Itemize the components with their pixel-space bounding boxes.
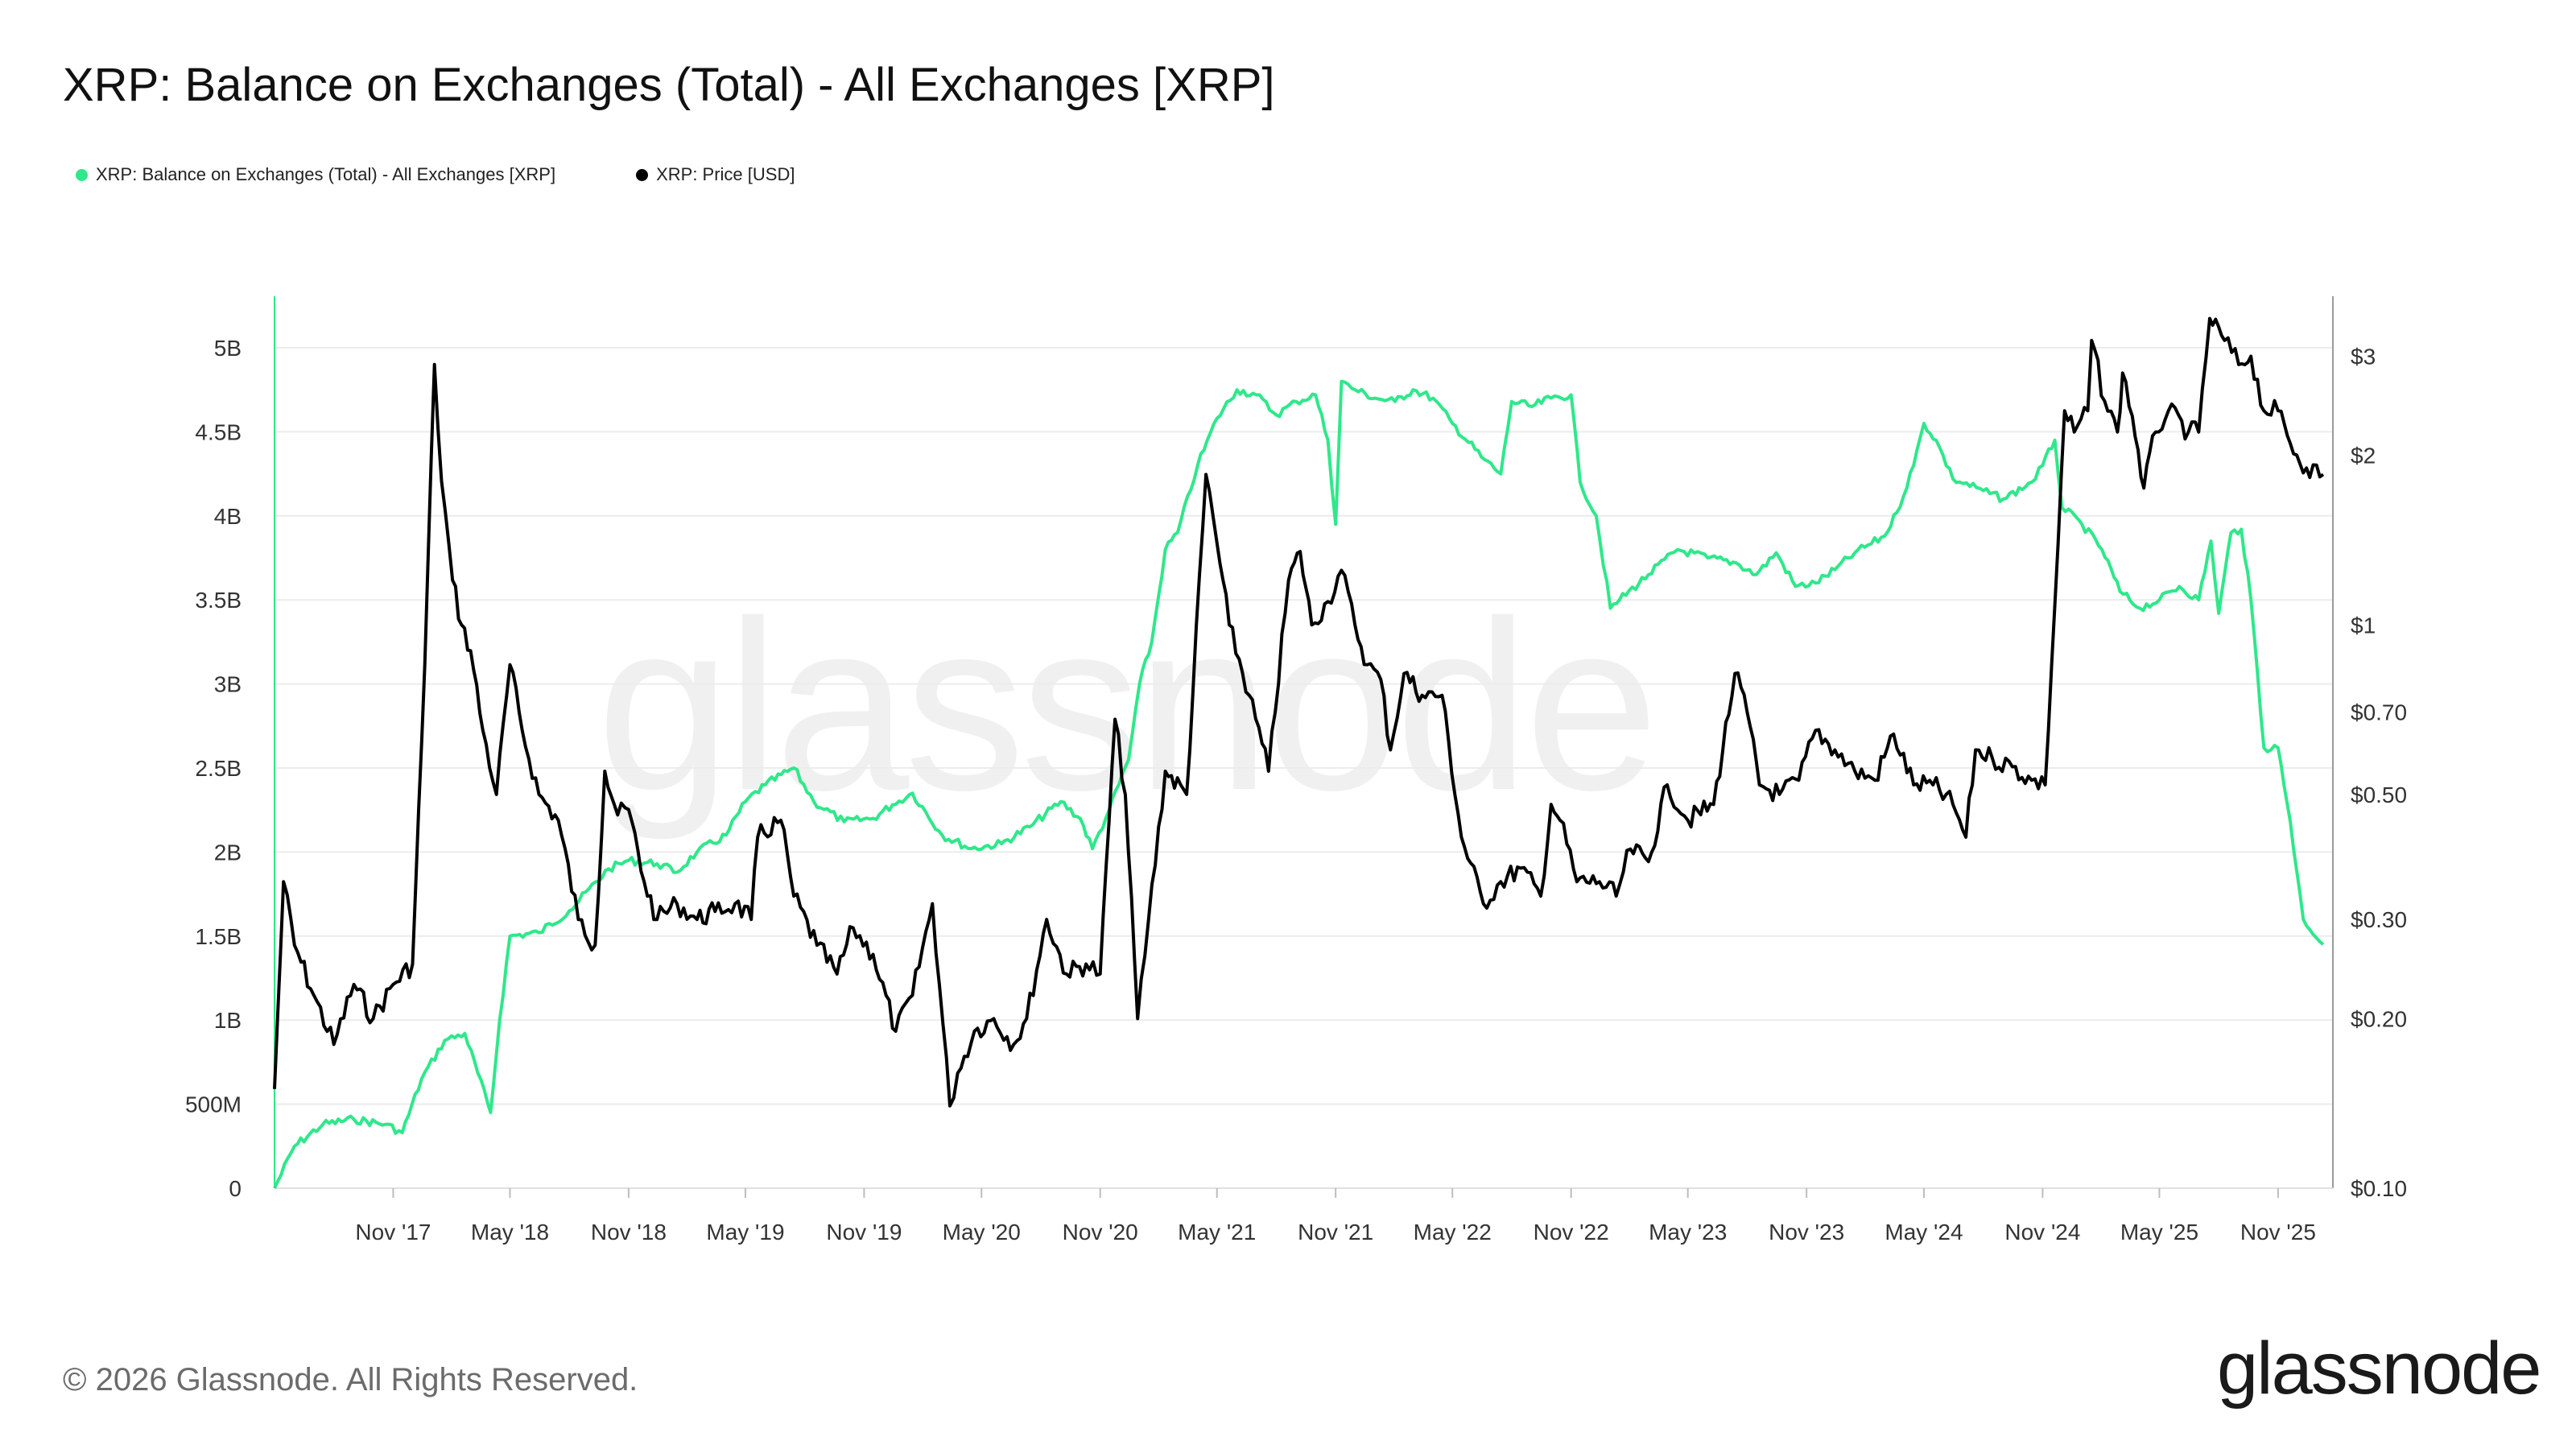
x-tick-label: May '22	[1414, 1220, 1492, 1245]
x-tick-label: Nov '23	[1769, 1220, 1844, 1245]
x-tick-label: May '21	[1178, 1220, 1256, 1245]
legend-item-price[interactable]: XRP: Price [USD]	[636, 164, 795, 185]
chart-title: XRP: Balance on Exchanges (Total) - All …	[63, 59, 1275, 111]
legend-dot-price	[636, 168, 649, 181]
x-tick-label: May '18	[471, 1220, 549, 1245]
right-tick-label: $0.30	[2351, 907, 2407, 932]
watermark: glassnode	[597, 570, 1654, 842]
left-tick-label: 4B	[214, 504, 242, 529]
x-tick-label: Nov '18	[591, 1220, 667, 1245]
x-tick-label: Nov '21	[1298, 1220, 1373, 1245]
right-tick-label: $0.20	[2351, 1006, 2407, 1031]
gridlines	[275, 347, 2333, 1105]
right-tick-label: $0.70	[2351, 700, 2407, 725]
x-tick-label: May '19	[706, 1220, 784, 1245]
left-tick-label: 1B	[214, 1008, 242, 1033]
x-tick-label: May '25	[2120, 1220, 2198, 1245]
right-tick-label: $3	[2351, 344, 2376, 369]
left-tick-label: 2.5B	[195, 756, 242, 781]
series-line-balance	[273, 379, 2325, 1189]
left-tick-label: 4.5B	[195, 419, 242, 444]
legend-dot-balance	[76, 168, 88, 181]
right-tick-label: $2	[2351, 444, 2376, 469]
right-tick-label: $0.10	[2351, 1176, 2407, 1201]
x-tick-label: Nov '22	[1534, 1220, 1609, 1245]
right-axis-ticks: $0.10 $0.20 $0.30 $0.50 $0.70 $1 $2 $3	[2351, 344, 2407, 1201]
x-tick-label: Nov '20	[1063, 1220, 1138, 1245]
right-tick-label: $1	[2351, 613, 2376, 638]
legend-label-price: XRP: Price [USD]	[656, 164, 795, 184]
x-tick-label: Nov '17	[355, 1220, 431, 1245]
series-line-price	[273, 316, 2325, 1108]
left-tick-label: 5B	[214, 336, 242, 361]
left-tick-label: 0	[229, 1176, 242, 1201]
x-tick-label: May '24	[1885, 1220, 1963, 1245]
x-tick-label: May '23	[1649, 1220, 1727, 1245]
right-tick-label: $0.50	[2351, 782, 2407, 807]
x-tick-label: Nov '25	[2240, 1220, 2316, 1245]
left-tick-label: 2B	[214, 840, 242, 865]
left-tick-label: 3.5B	[195, 588, 242, 613]
glassnode-logo: glassnode	[2217, 1327, 2541, 1410]
legend: XRP: Balance on Exchanges (Total) - All …	[76, 164, 875, 185]
left-tick-label: 3B	[214, 672, 242, 697]
left-tick-label: 500M	[185, 1092, 242, 1117]
left-axis-ticks: 0 500M 1B 1.5B 2B 2.5B 3B 3.5B 4B 4.5B 5B	[185, 336, 242, 1201]
legend-item-balance[interactable]: XRP: Balance on Exchanges (Total) - All …	[76, 164, 555, 185]
copyright-footer: © 2026 Glassnode. All Rights Reserved.	[63, 1362, 638, 1397]
x-axis-ticks: Nov '17 May '18 Nov '18 May '19 Nov '19 May '…	[355, 1188, 2316, 1245]
legend-label-balance: XRP: Balance on Exchanges (Total) - All …	[96, 164, 556, 184]
x-tick-label: Nov '24	[2004, 1220, 2080, 1245]
x-tick-label: Nov '19	[826, 1220, 902, 1245]
left-tick-label: 1.5B	[195, 924, 242, 949]
x-tick-label: May '20	[943, 1220, 1021, 1245]
